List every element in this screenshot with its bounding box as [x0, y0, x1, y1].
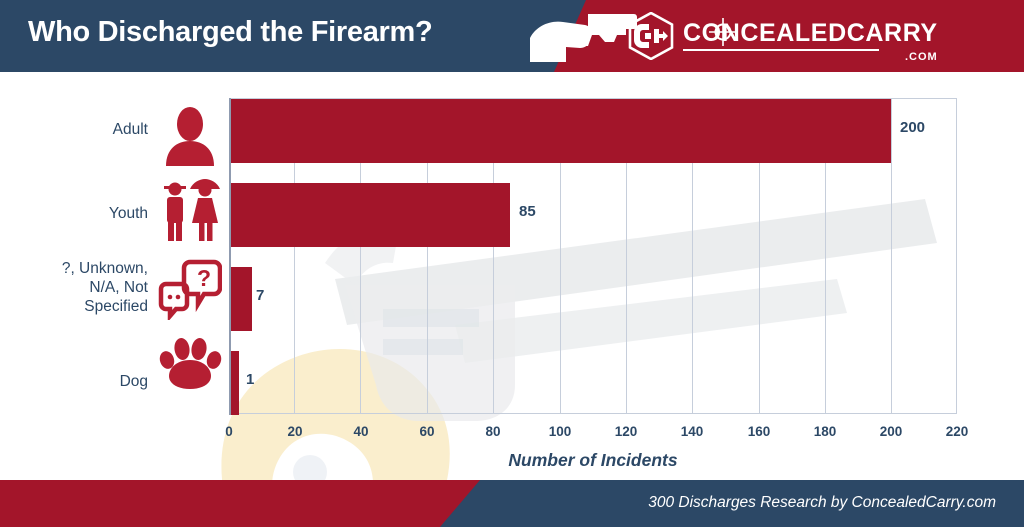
crosshair-icon	[709, 18, 737, 46]
logo-wordmark: CONCEALEDCARRY .COM	[683, 18, 938, 63]
xtick-60: 60	[419, 424, 435, 439]
header-banner: Who Discharged the Firearm? CONCEALEDCAR…	[0, 0, 1024, 72]
concealedcarry-logo[interactable]: CONCEALEDCARRY .COM	[628, 12, 938, 63]
question-speech-bubble-icon: ?	[158, 259, 222, 320]
xtick-160: 160	[747, 424, 771, 439]
gridline-140	[692, 99, 693, 413]
adult-person-icon	[166, 107, 214, 166]
gridline-120	[626, 99, 627, 413]
bar-value-adult: 200	[900, 119, 926, 136]
bar-unknown[interactable]	[229, 267, 252, 331]
category-label-adult: Adult	[112, 121, 148, 138]
xtick-0: 0	[225, 424, 233, 439]
x-axis-title: Number of Incidents	[508, 450, 678, 470]
category-label-unknown: ?, Unknown, N/A, Not Specified	[61, 260, 148, 315]
chart-panel: 200 85 7 1 Adult Youth ?, Unknown, N/A, …	[0, 72, 1024, 480]
bar-value-unknown: 7	[256, 287, 265, 304]
xtick-20: 20	[287, 424, 303, 439]
y-axis-line	[229, 98, 231, 415]
page-title: Who Discharged the Firearm?	[28, 16, 433, 48]
bar-adult[interactable]	[229, 99, 891, 163]
xtick-180: 180	[813, 424, 837, 439]
category-label-youth: Youth	[108, 205, 148, 222]
youth-children-icon	[164, 179, 220, 241]
hand-holding-pistol-icon	[530, 14, 637, 62]
footer-red-wedge	[0, 480, 480, 527]
xtick-100: 100	[548, 424, 572, 439]
svg-text:?: ?	[197, 265, 211, 291]
xtick-40: 40	[353, 424, 369, 439]
dog-paw-icon	[159, 338, 222, 389]
logo-tld: .COM	[904, 51, 938, 63]
bar-youth[interactable]	[229, 183, 510, 247]
category-label-dog: Dog	[119, 373, 148, 390]
xtick-120: 120	[614, 424, 638, 439]
xtick-140: 140	[680, 424, 704, 439]
gridline-180	[825, 99, 826, 413]
plot-area	[229, 98, 957, 415]
footer-credit: 300 Discharges Research by ConcealedCarr…	[648, 494, 996, 511]
cc-hexagon-badge-icon	[628, 12, 674, 60]
header-red-wedge	[554, 0, 1024, 72]
bar-dog[interactable]	[229, 351, 239, 415]
gridline-80	[493, 99, 494, 413]
xtick-80: 80	[485, 424, 501, 439]
gridline-160	[759, 99, 760, 413]
gridline-40	[360, 99, 361, 413]
bar-value-youth: 85	[519, 203, 536, 220]
gridline-60	[427, 99, 428, 413]
logo-underline	[683, 49, 879, 51]
gridline-200	[891, 99, 892, 413]
xtick-200: 200	[879, 424, 903, 439]
gridline-20	[294, 99, 295, 413]
pistol-watermark-icon	[325, 199, 937, 421]
xtick-220: 220	[945, 424, 969, 439]
bar-value-dog: 1	[246, 371, 255, 388]
gridline-100	[560, 99, 561, 413]
footer-banner: 300 Discharges Research by ConcealedCarr…	[0, 480, 1024, 527]
